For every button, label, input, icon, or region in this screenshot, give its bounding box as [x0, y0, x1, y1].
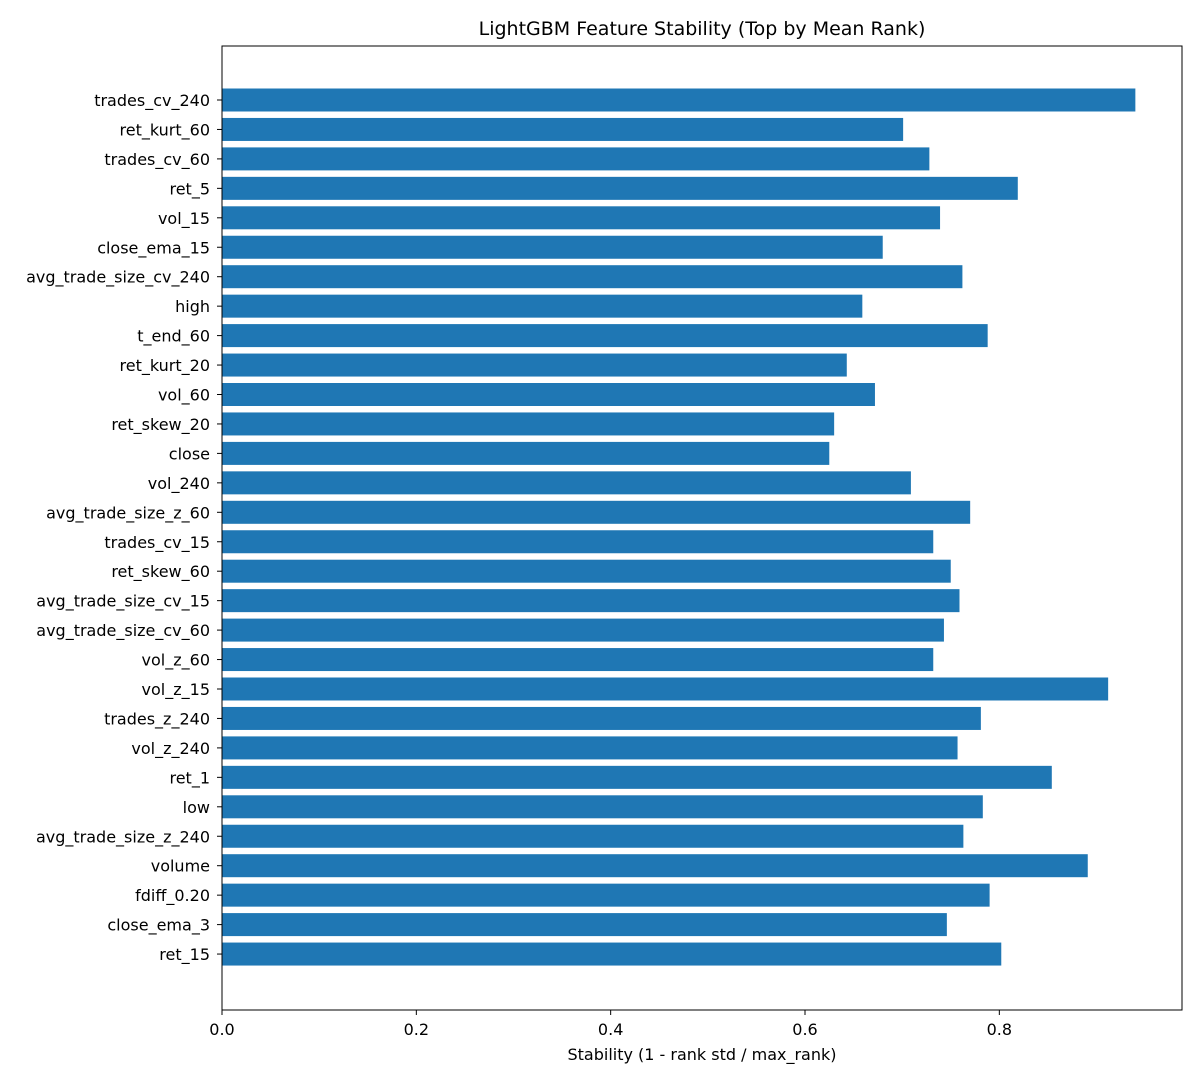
x-tick-label: 0.4: [598, 1020, 623, 1039]
bar-close_ema_3: [222, 913, 947, 937]
y-tick-label: fdiff_0.20: [135, 886, 210, 906]
bar-close: [222, 441, 830, 465]
y-tick-label: close: [169, 444, 210, 463]
bar-vol_z_240: [222, 736, 958, 760]
bar-high: [222, 294, 863, 318]
bar-avg_trade_size_z_60: [222, 500, 971, 524]
y-tick-label: ret_kurt_60: [120, 120, 210, 140]
bar-vol_z_60: [222, 648, 934, 672]
y-tick-label: trades_cv_15: [104, 533, 210, 553]
bar-ret_15: [222, 942, 1002, 966]
y-tick-label: ret_skew_20: [111, 415, 210, 435]
y-ticks-group: trades_cv_240 ret_kurt_60 trades_cv_60 ret_…: [26, 91, 222, 965]
bar-low: [222, 795, 983, 819]
y-tick-label: close_ema_15: [97, 238, 210, 258]
y-tick-label: ret_5: [169, 179, 210, 199]
bar-ret_5: [222, 176, 1018, 200]
bar-ret_skew_20: [222, 412, 835, 436]
x-tick-label: 0.2: [404, 1020, 429, 1039]
y-tick-label: avg_trade_size_cv_15: [36, 592, 210, 612]
bar-avg_trade_size_z_240: [222, 824, 964, 848]
bar-ret_kurt_20: [222, 353, 847, 377]
y-tick-label: ret_1: [169, 768, 210, 788]
bar-trades_cv_15: [222, 530, 934, 554]
x-axis-label: Stability (1 - rank std / max_rank): [567, 1045, 836, 1065]
y-tick-label: vol_60: [158, 386, 210, 406]
bar-avg_trade_size_cv_60: [222, 618, 944, 642]
y-tick-label: close_ema_3: [107, 916, 210, 936]
y-tick-label: avg_trade_size_cv_60: [36, 621, 210, 641]
y-tick-label: high: [175, 297, 210, 316]
y-tick-label: t_end_60: [137, 327, 210, 347]
y-tick-label: vol_z_15: [142, 680, 210, 700]
bar-trades_cv_240: [222, 88, 1136, 112]
y-tick-label: vol_z_60: [142, 651, 210, 671]
bar-fdiff_0.20: [222, 883, 990, 907]
bar-trades_cv_60: [222, 147, 930, 171]
y-tick-label: avg_trade_size_cv_240: [26, 268, 210, 288]
y-tick-label: trades_cv_240: [94, 91, 210, 111]
bar-ret_1: [222, 765, 1052, 789]
x-tick-label: 0.0: [209, 1020, 234, 1039]
chart-title: LightGBM Feature Stability (Top by Mean …: [479, 18, 926, 40]
x-tick-label: 0.8: [987, 1020, 1012, 1039]
plot-frame: [221, 45, 1183, 1011]
y-tick-label: volume: [151, 857, 210, 876]
bar-close_ema_15: [222, 235, 883, 259]
bar-vol_z_15: [222, 677, 1109, 701]
y-tick-label: vol_15: [158, 209, 210, 229]
y-tick-label: vol_240: [148, 474, 210, 494]
bar-vol_15: [222, 206, 941, 230]
y-tick-label: avg_trade_size_z_240: [36, 827, 210, 847]
y-tick-label: ret_skew_60: [111, 562, 210, 582]
y-tick-label: ret_kurt_20: [120, 356, 210, 376]
bars-group: [222, 88, 1136, 966]
bar-volume: [222, 854, 1088, 878]
bar-vol_60: [222, 383, 875, 406]
y-tick-label: trades_cv_60: [104, 150, 210, 170]
x-ticks-group: 0.0 0.2 0.4 0.6 0.8: [209, 1010, 1012, 1039]
bar-ret_kurt_60: [222, 117, 904, 141]
bar-avg_trade_size_cv_15: [222, 589, 960, 613]
y-tick-label: vol_z_240: [131, 739, 210, 759]
y-tick-label: avg_trade_size_z_60: [46, 503, 210, 523]
bar-vol_240: [222, 471, 911, 495]
x-tick-label: 0.6: [792, 1020, 817, 1039]
y-tick-label: trades_z_240: [104, 709, 210, 729]
y-tick-label: low: [183, 798, 210, 817]
y-tick-label: ret_15: [159, 945, 210, 965]
bar-t_end_60: [222, 324, 988, 348]
bar-trades_z_240: [222, 706, 981, 730]
bar-avg_trade_size_cv_240: [222, 265, 963, 289]
bar-ret_skew_60: [222, 559, 951, 583]
